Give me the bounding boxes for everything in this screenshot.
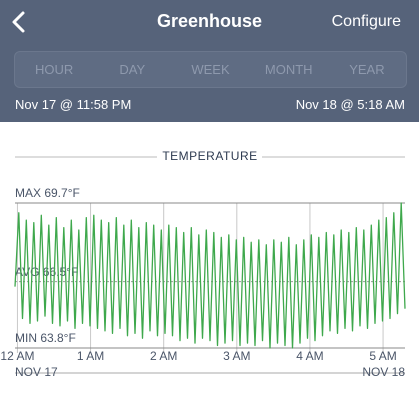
chart-title: TEMPERATURE	[162, 149, 257, 163]
date-label: NOV 18	[362, 365, 405, 379]
range-tab[interactable]: YEAR	[349, 62, 385, 77]
range-start: Nov 17 @ 11:58 PM	[15, 97, 132, 112]
date-label: NOV 17	[15, 365, 58, 379]
x-tick-label: 4 AM	[296, 349, 323, 363]
x-tick-label: 1 AM	[77, 349, 104, 363]
header: Greenhouse Configure HOUR DAY WEEK MONTH YEA…	[0, 0, 419, 122]
range-tab[interactable]: WEEK	[191, 62, 230, 77]
range-tab[interactable]: MONTH	[264, 62, 313, 77]
range-tab[interactable]: HOUR	[34, 62, 74, 77]
temperature-line	[14, 202, 406, 349]
x-tick-label: 3 AM	[223, 349, 250, 363]
range-tabs: HOUR DAY WEEK MONTH YEAR	[14, 51, 407, 88]
back-button[interactable]	[10, 10, 28, 34]
x-tick-label: 12 AM	[0, 349, 34, 363]
x-tick-label: 2 AM	[150, 349, 177, 363]
range-end: Nov 18 @ 5:18 AM	[295, 97, 405, 112]
chart: TEMPERATURE 12 AM 1 AM 2 AM 3 AM 4 AM 5 AM MAX…	[0, 149, 406, 379]
reference-label: MAX 69.7°F	[15, 186, 80, 200]
reference-label: MIN 63.8°F	[15, 331, 76, 345]
configure-button[interactable]: Configure	[331, 13, 401, 30]
x-tick-label: 5 AM	[369, 349, 396, 363]
screen-title: Greenhouse	[156, 11, 263, 31]
range-tab[interactable]: DAY	[119, 62, 146, 77]
